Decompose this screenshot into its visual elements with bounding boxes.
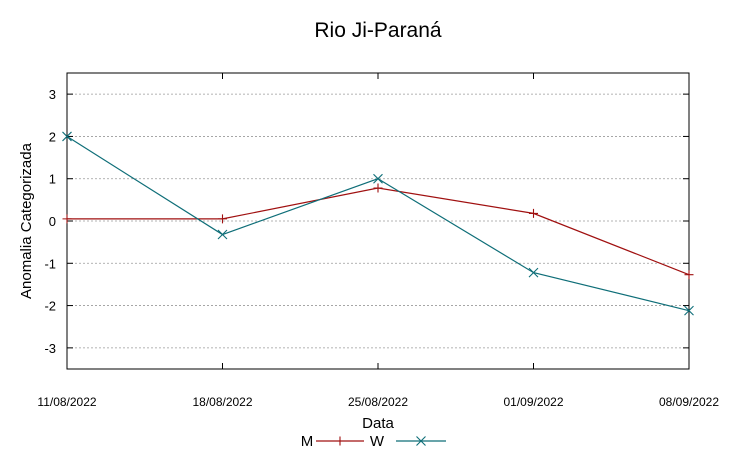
x-tick-label: 18/08/2022 — [192, 395, 252, 409]
series-m-point — [62, 214, 72, 224]
grid — [67, 93, 689, 349]
series-w-point — [62, 131, 72, 142]
series-w-line — [66, 135, 690, 312]
legend-marker-w — [416, 436, 426, 446]
series-m-point — [684, 270, 694, 280]
series-w-point — [373, 173, 383, 184]
series-w-point — [528, 267, 539, 278]
x-tick-label: 25/08/2022 — [348, 395, 408, 409]
x-axis-label: Data — [362, 415, 394, 432]
y-tick-label: 3 — [49, 87, 56, 102]
series-m-point — [529, 208, 538, 218]
series-w-point — [217, 229, 228, 240]
y-axis: 3 2 1 0 -1 -2 -3 — [44, 87, 689, 356]
x-axis: 11/08/2022 18/08/2022 25/08/2022 01/09/2022… — [37, 73, 719, 409]
x-tick-label: 08/09/2022 — [659, 395, 719, 409]
y-tick-label: 2 — [49, 129, 56, 144]
x-tick-label: 01/09/2022 — [503, 395, 563, 409]
series-m-point — [218, 214, 227, 224]
y-tick-label: 0 — [49, 214, 56, 229]
series-m-line — [67, 187, 690, 276]
legend-marker-m — [335, 436, 345, 446]
y-tick-label: -2 — [44, 299, 56, 314]
series-m — [62, 183, 694, 280]
chart-title: Rio Ji-Paraná — [314, 19, 442, 42]
x-tick-label: 11/08/2022 — [37, 395, 96, 409]
series-w — [62, 131, 694, 316]
legend-label-m: M — [301, 433, 314, 450]
legend-label-w: W — [370, 433, 385, 450]
y-axis-label: Anomalia Categorizada — [18, 142, 35, 299]
y-tick-label: 1 — [49, 172, 56, 187]
series-m-point — [373, 183, 383, 193]
series-w-point — [684, 305, 694, 316]
series-layer — [62, 131, 694, 316]
y-tick-label: -3 — [44, 341, 56, 356]
y-tick-label: -1 — [44, 256, 56, 271]
